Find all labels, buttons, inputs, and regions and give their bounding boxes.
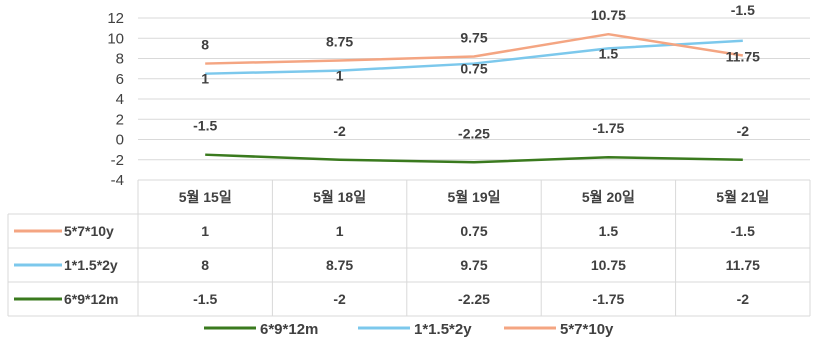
data-label: 10.75 <box>591 7 626 23</box>
data-label: 8.75 <box>326 34 353 50</box>
table-cell-value: -1.5 <box>193 291 217 307</box>
category-label: 5월 18일 <box>313 189 366 205</box>
table-cell-value: -2 <box>737 291 750 307</box>
table-series-name: 6*9*12m <box>64 291 119 307</box>
table-cell-value: 11.75 <box>726 257 760 273</box>
legend-label: 5*7*10y <box>560 321 614 338</box>
y-tick-label: 10 <box>107 30 124 47</box>
table-cell-value: -1.75 <box>592 291 624 307</box>
y-tick-label: 2 <box>116 111 124 128</box>
table-cell-value: -2 <box>333 291 346 307</box>
data-label: -1.5 <box>193 118 217 134</box>
data-label: 1 <box>201 71 209 87</box>
table-cell-value: 9.75 <box>460 257 487 273</box>
data-label: -1.5 <box>731 2 755 18</box>
series-line <box>205 39 743 75</box>
data-label: 8 <box>201 37 209 53</box>
table-cell-value: 8 <box>201 257 209 273</box>
y-tick-label: 6 <box>116 71 124 88</box>
data-label: 0.75 <box>460 61 487 77</box>
table-series-name: 5*7*10y <box>64 223 114 239</box>
y-tick-label: -4 <box>111 172 124 189</box>
y-tick-label: -2 <box>111 152 124 169</box>
y-tick-label: 12 <box>107 10 124 27</box>
legend-label: 6*9*12m <box>260 321 318 338</box>
data-label: 1.5 <box>599 45 619 61</box>
series-line <box>205 153 743 164</box>
table-cell-value: 1 <box>201 223 209 239</box>
table-cell-value: 0.75 <box>460 223 487 239</box>
category-label: 5월 20일 <box>582 189 635 205</box>
data-label: -2 <box>737 123 750 139</box>
category-label: 5월 15일 <box>179 189 232 205</box>
table-cell-value: -1.5 <box>731 223 755 239</box>
y-tick-label: 4 <box>116 91 124 108</box>
table-cell-value: 1 <box>336 223 344 239</box>
category-label: 5월 21일 <box>716 189 769 205</box>
y-tick-label: 0 <box>116 132 124 149</box>
series-line <box>205 32 743 65</box>
legend-label: 1*1.5*2y <box>414 321 472 338</box>
data-label: -2 <box>333 123 346 139</box>
table-cell-value: 8.75 <box>326 257 353 273</box>
category-label: 5월 19일 <box>447 189 500 205</box>
table-cell-value: -2.25 <box>458 291 490 307</box>
data-label: -1.75 <box>592 120 624 136</box>
data-label: 9.75 <box>460 29 487 45</box>
y-tick-label: 8 <box>116 51 124 68</box>
data-label: 1 <box>336 68 344 84</box>
table-cell-value: 1.5 <box>599 223 619 239</box>
table-series-name: 1*1.5*2y <box>64 257 118 273</box>
data-label: 11.75 <box>726 48 760 64</box>
data-label: -2.25 <box>458 125 490 141</box>
table-cell-value: 10.75 <box>591 257 626 273</box>
